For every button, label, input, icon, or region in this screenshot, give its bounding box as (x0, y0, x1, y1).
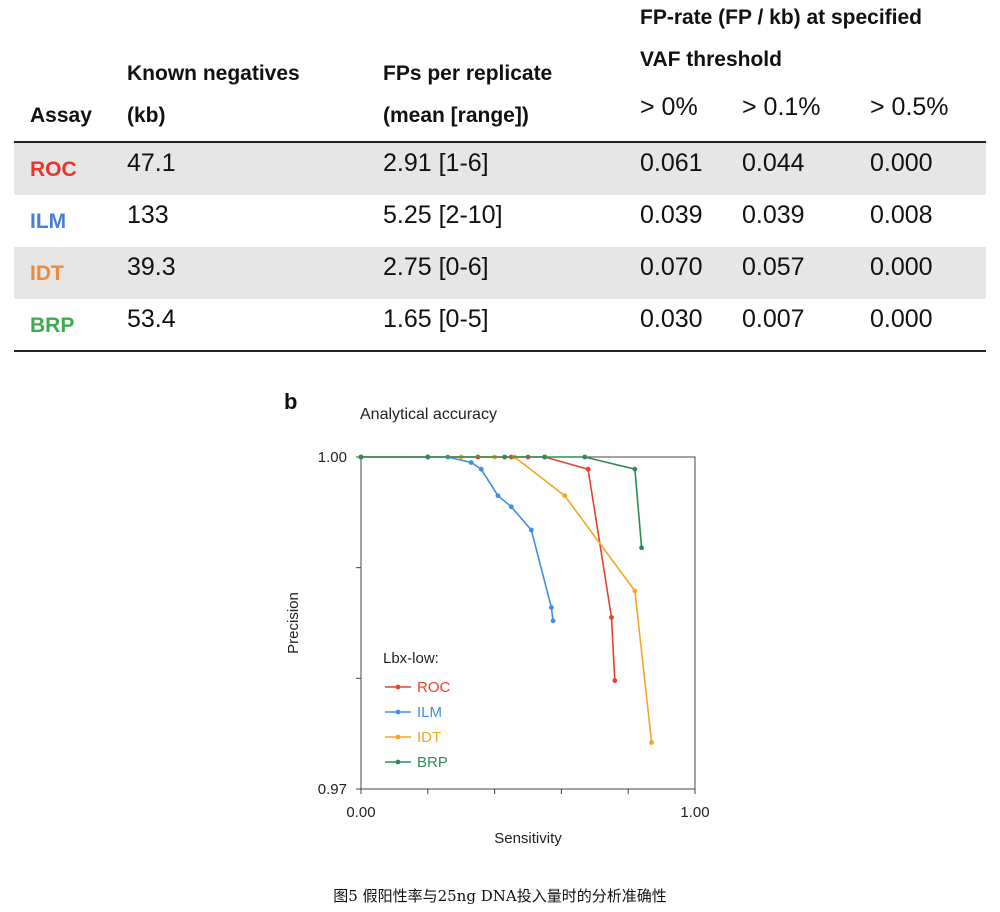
known-negatives-cell: 47.1 (127, 149, 176, 177)
legend-marker (395, 684, 401, 690)
series-idt (358, 454, 654, 745)
assay-label-roc: ROC (30, 158, 77, 181)
header-fps: FPs per replicate (383, 62, 553, 85)
data-point (639, 545, 644, 551)
vaf0-cell: 0.030 (640, 305, 703, 333)
data-point (495, 493, 501, 499)
header-fp-rate: FP-rate (FP / kb) at specified (640, 6, 923, 29)
series-brp (358, 454, 644, 551)
legend-marker (395, 734, 401, 740)
y-axis-label: Precision (285, 592, 302, 654)
series-ilm (358, 454, 556, 624)
table-top-rule (14, 141, 986, 143)
data-point (478, 466, 484, 472)
series-line-ilm (361, 456, 554, 621)
header-vaf-0-5: > 0.5% (870, 93, 949, 121)
x-tick-label: 1.00 (680, 804, 709, 821)
data-point (649, 740, 654, 745)
figure-caption: 图5 假阳性率与25ng DNA投入量时的分析准确性 (333, 887, 667, 905)
header-assay: Assay (30, 104, 92, 127)
assay-label-brp: BRP (30, 314, 75, 337)
legend-label: IDT (417, 729, 441, 746)
panel-label: b (284, 389, 298, 414)
precision-sensitivity-plot: 0.00 1.00 0.97 1.00 Lbx-low: ROC ILM IDT BRP Pr… (285, 449, 710, 847)
vaf0-cell: 0.070 (640, 253, 703, 281)
vaf0-cell: 0.061 (640, 149, 703, 177)
fps-cell: 2.75 [0-6] (383, 253, 489, 281)
data-point (528, 527, 534, 533)
data-point (609, 615, 614, 620)
plot-frame (360, 456, 696, 790)
data-point (542, 454, 548, 460)
vaf01-cell: 0.044 (742, 149, 805, 177)
vaf01-cell: 0.057 (742, 253, 805, 281)
data-point (358, 454, 364, 460)
series-line-brp (361, 456, 643, 548)
vaf05-cell: 0.008 (870, 201, 933, 229)
series-roc (358, 454, 618, 683)
data-point (425, 454, 431, 460)
data-point (632, 466, 638, 472)
vaf0-cell: 0.039 (640, 201, 703, 229)
header-vaf-0: > 0% (640, 93, 698, 121)
data-point (562, 493, 568, 499)
header-vaf-0-1: > 0.1% (742, 93, 821, 121)
fps-cell: 1.65 [0-5] (383, 305, 489, 333)
vaf05-cell: 0.000 (870, 149, 933, 177)
legend-marker (395, 709, 401, 715)
legend-label: ROC (417, 679, 451, 696)
fps-cell: 5.25 [2-10] (383, 201, 503, 229)
data-point (632, 588, 638, 594)
data-point (550, 618, 556, 624)
series-line-roc (361, 456, 616, 681)
header-known-negatives-unit: (kb) (127, 104, 166, 127)
vaf01-cell: 0.007 (742, 305, 805, 333)
table-bottom-rule (14, 350, 986, 352)
data-point (502, 454, 508, 460)
known-negatives-cell: 53.4 (127, 305, 176, 333)
legend-marker (395, 759, 401, 765)
known-negatives-cell: 133 (127, 201, 169, 229)
x-axis-label: Sensitivity (494, 830, 562, 847)
table-row: ILM 133 5.25 [2-10] 0.039 0.039 0.008 (14, 195, 986, 247)
assay-label-idt: IDT (30, 262, 64, 285)
table-row: BRP 53.4 1.65 [0-5] 0.030 0.007 0.000 (14, 299, 986, 351)
legend-title: Lbx-low: (383, 650, 439, 667)
data-point (508, 504, 514, 510)
legend-label: ILM (417, 704, 442, 721)
data-point (582, 454, 588, 460)
table-row: ROC 47.1 2.91 [1-6] 0.061 0.044 0.000 (14, 143, 986, 195)
data-point (548, 605, 554, 610)
known-negatives-cell: 39.3 (127, 253, 176, 281)
results-table: Assay Known negatives (kb) FPs per repli… (14, 0, 986, 355)
data-point (612, 678, 618, 683)
y-tick-label: 1.00 (318, 449, 347, 466)
header-fps-unit: (mean [range]) (383, 104, 529, 127)
x-tick-label: 0.00 (346, 804, 375, 821)
header-vaf-threshold: VAF threshold (640, 48, 782, 71)
legend-label: BRP (417, 754, 448, 771)
header-known-negatives: Known negatives (127, 62, 300, 85)
data-point (585, 466, 591, 472)
vaf05-cell: 0.000 (870, 253, 933, 281)
fps-cell: 2.91 [1-6] (383, 149, 489, 177)
assay-label-ilm: ILM (30, 210, 67, 233)
vaf05-cell: 0.000 (870, 305, 933, 333)
y-tick-label: 0.97 (318, 781, 347, 798)
chart-title: Analytical accuracy (360, 406, 497, 423)
vaf01-cell: 0.039 (742, 201, 805, 229)
table-row: IDT 39.3 2.75 [0-6] 0.070 0.057 0.000 (14, 247, 986, 299)
data-point (468, 460, 474, 465)
